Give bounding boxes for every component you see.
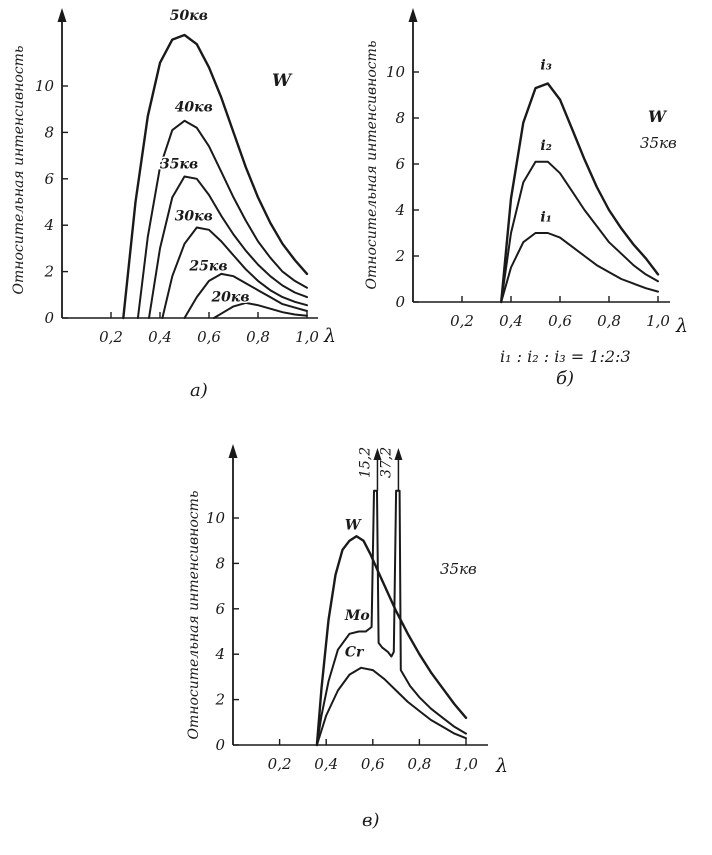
panel-a-series-label: 40кв bbox=[175, 100, 213, 116]
panel-b: 0 2 4 6 8 10 0,2 0,4 0,6 0,8 1,0 i₃ i₂ i₁ Относител… bbox=[364, 8, 688, 389]
panel-c-series-line bbox=[315, 489, 467, 746]
panel-a-series-line bbox=[148, 175, 308, 319]
panel-c-y-tick-label: 8 bbox=[215, 554, 225, 572]
panel-a-series-label: 20кв bbox=[210, 289, 249, 305]
panel-b-y-tick-label: 0 bbox=[395, 293, 405, 311]
panel-a-x-tick-label: 0,4 bbox=[148, 328, 172, 346]
panel-b-y-tick-label: 10 bbox=[386, 63, 406, 81]
panel-a-x-tick-label: 1,0 bbox=[295, 328, 319, 346]
panel-b-series-line bbox=[500, 160, 659, 303]
panel-b-y-label: Относительная интенсивность bbox=[364, 40, 380, 289]
panel-c-series-line bbox=[315, 535, 468, 747]
panel-c-peak-label: 37,2 bbox=[378, 447, 394, 478]
panel-b-y-tick-label: 8 bbox=[395, 109, 405, 127]
panel-c-x-label: λ bbox=[495, 755, 508, 777]
panel-b-x-tick-label: 0,4 bbox=[499, 312, 523, 330]
panel-b-x-tick-label: 1,0 bbox=[646, 312, 670, 330]
panel-a-x-tick-label: 0,8 bbox=[246, 328, 270, 346]
panel-c-y-tick-label: 2 bbox=[214, 691, 225, 709]
panel-b-series-label: i₁ bbox=[540, 210, 551, 226]
panel-c-y-label: Относительная интенсивность bbox=[186, 490, 202, 739]
panel-c-y-tick-label: 6 bbox=[215, 600, 225, 618]
panel-a-series-line bbox=[122, 33, 309, 320]
panel-c-x-tick-label: 0,8 bbox=[407, 755, 431, 773]
panel-a-x-tick-label: 0,6 bbox=[197, 328, 221, 346]
panel-c-series-label: Mo bbox=[344, 608, 370, 624]
panel-a-y-tick-label: 0 bbox=[44, 309, 54, 327]
panel-c-annotation: 35кв bbox=[440, 560, 477, 578]
panel-a: 0 2 4 6 8 10 0,2 0,4 0,6 0,8 1,0 50кв 40кв 35кв 30кв… bbox=[11, 6, 336, 401]
panel-c-y-tick-label: 0 bbox=[215, 736, 225, 754]
panel-a-y-tick-label: 8 bbox=[44, 123, 54, 141]
panel-b-ratio-label: i₁ : i₂ : i₃ = 1:2:3 bbox=[500, 347, 631, 366]
panel-a-series-line bbox=[136, 119, 308, 319]
panel-c-x-tick-label: 0,6 bbox=[361, 755, 385, 773]
panel-a-y-tick-label: 6 bbox=[44, 170, 54, 188]
panel-b-annotation-element: W bbox=[648, 107, 668, 126]
panel-b-y-tick-label: 4 bbox=[394, 201, 405, 219]
panel-c-peak-arrow-head bbox=[394, 448, 403, 460]
panel-a-series-line bbox=[212, 301, 308, 319]
panel-c-x-tick-label: 0,4 bbox=[314, 755, 338, 773]
panel-b-series-line bbox=[500, 232, 659, 303]
panel-a-x-tick-label: 0,2 bbox=[99, 328, 123, 346]
panel-b-series-label: i₂ bbox=[540, 138, 551, 154]
panel-b-x-tick-label: 0,6 bbox=[548, 312, 572, 330]
panel-c-y-tick-label: 10 bbox=[206, 509, 226, 527]
panel-a-caption: а) bbox=[190, 380, 208, 401]
panel-a-series-label: 35кв bbox=[160, 156, 198, 172]
panel-b-caption: б) bbox=[556, 368, 574, 389]
panel-c-peak-label: 15,2 bbox=[357, 447, 373, 478]
panel-c-y-tick-label: 4 bbox=[214, 645, 225, 663]
panel-c-caption: в) bbox=[362, 810, 380, 831]
panel-c-series-label: Cr bbox=[345, 644, 365, 660]
panel-b-series-line bbox=[500, 82, 660, 304]
panel-a-y-tick-label: 4 bbox=[43, 216, 54, 234]
panel-a-x-label: λ bbox=[323, 325, 336, 347]
panel-a-y-tick-label: 10 bbox=[35, 77, 55, 95]
panel-c-x-tick-label: 1,0 bbox=[454, 755, 478, 773]
panel-b-y-tick-label: 6 bbox=[395, 155, 405, 173]
panel-a-y-label: Относительная интенсивность bbox=[11, 45, 27, 294]
panel-a-series-label: 50кв bbox=[170, 8, 208, 24]
panel-a-y-tick-label: 2 bbox=[43, 263, 54, 281]
panel-a-y-arrow bbox=[57, 8, 67, 22]
panel-b-x-label: λ bbox=[675, 315, 688, 337]
panel-b-x-tick-label: 0,2 bbox=[450, 312, 474, 330]
panel-a-series-label: 25кв bbox=[188, 258, 227, 274]
panel-c-series-line bbox=[315, 666, 467, 746]
panel-b-x-tick-label: 0,8 bbox=[597, 312, 621, 330]
panel-c-peak-arrow-head bbox=[373, 448, 382, 460]
panel-b-y-tick-label: 2 bbox=[394, 247, 405, 265]
panel-c: 0 2 4 6 8 10 0,2 0,4 0,6 0,8 1,0 W Mo Cr 15,2 37,2 От… bbox=[186, 444, 508, 831]
panel-b-y-arrow bbox=[408, 8, 418, 22]
panel-a-series-label: 30кв bbox=[175, 209, 213, 225]
panel-b-annotation-voltage: 35кв bbox=[640, 134, 677, 152]
panel-b-series-label: i₃ bbox=[540, 58, 551, 74]
panel-a-annotation: W bbox=[272, 71, 293, 91]
panel-a-series-line bbox=[161, 226, 308, 319]
panel-c-x-tick-label: 0,2 bbox=[268, 755, 292, 773]
panel-a-series-line bbox=[183, 272, 308, 319]
panel-c-series-label: W bbox=[345, 517, 362, 533]
panel-c-y-arrow bbox=[228, 444, 238, 458]
